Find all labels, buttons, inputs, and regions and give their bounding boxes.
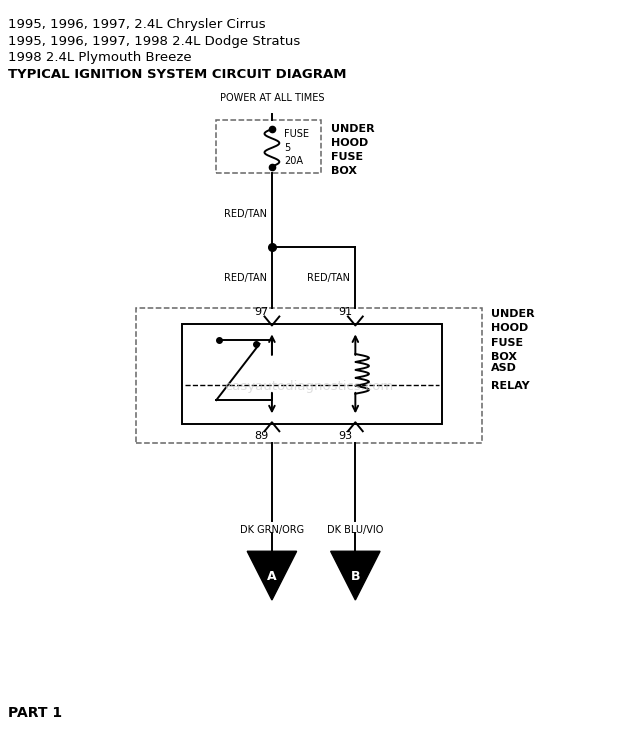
- Text: BOX: BOX: [331, 166, 357, 176]
- Text: ASD: ASD: [491, 363, 517, 373]
- Text: easyautodiagnostics.com: easyautodiagnostics.com: [224, 380, 394, 393]
- Polygon shape: [331, 551, 380, 600]
- Text: 89: 89: [255, 431, 269, 441]
- Text: RED/TAN: RED/TAN: [224, 209, 267, 219]
- Text: 20A: 20A: [284, 156, 303, 166]
- Text: TYPICAL IGNITION SYSTEM CIRCUIT DIAGRAM: TYPICAL IGNITION SYSTEM CIRCUIT DIAGRAM: [8, 68, 347, 80]
- Text: 97: 97: [255, 307, 269, 316]
- Text: 93: 93: [338, 431, 352, 441]
- Text: RED/TAN: RED/TAN: [307, 272, 350, 283]
- Text: 1995, 1996, 1997, 2.4L Chrysler Cirrus: 1995, 1996, 1997, 2.4L Chrysler Cirrus: [8, 18, 266, 31]
- Text: UNDER: UNDER: [331, 124, 375, 134]
- Text: 5: 5: [284, 142, 290, 153]
- Text: HOOD: HOOD: [491, 323, 528, 333]
- Text: BOX: BOX: [491, 352, 517, 362]
- Text: 1998 2.4L Plymouth Breeze: 1998 2.4L Plymouth Breeze: [8, 51, 192, 64]
- Text: PART 1: PART 1: [8, 706, 62, 720]
- Text: HOOD: HOOD: [331, 138, 368, 148]
- Polygon shape: [247, 551, 297, 600]
- Text: RED/TAN: RED/TAN: [224, 272, 267, 283]
- Text: FUSE: FUSE: [284, 129, 309, 140]
- Text: RELAY: RELAY: [491, 382, 530, 392]
- Text: DK GRN/ORG: DK GRN/ORG: [240, 525, 304, 535]
- Text: DK BLU/VIO: DK BLU/VIO: [327, 525, 384, 535]
- Text: 1995, 1996, 1997, 1998 2.4L Dodge Stratus: 1995, 1996, 1997, 1998 2.4L Dodge Stratu…: [8, 34, 300, 47]
- Text: POWER AT ALL TIMES: POWER AT ALL TIMES: [219, 93, 324, 103]
- Text: FUSE: FUSE: [491, 338, 523, 347]
- Text: FUSE: FUSE: [331, 152, 363, 162]
- Text: UNDER: UNDER: [491, 309, 535, 319]
- Text: 91: 91: [338, 307, 352, 316]
- Text: B: B: [350, 570, 360, 583]
- Text: A: A: [267, 570, 277, 583]
